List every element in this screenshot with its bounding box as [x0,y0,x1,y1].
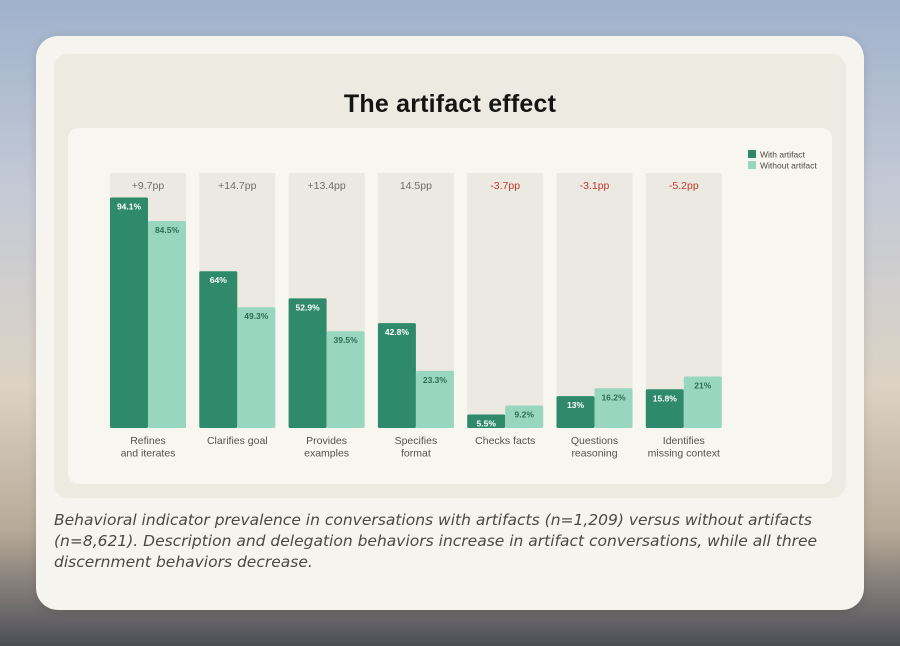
category-label: Questions [571,435,618,447]
category-label: Identifies [663,435,705,447]
bar-without-artifact [237,307,276,428]
bar-with-artifact [377,323,416,428]
category-label: format [401,448,431,460]
category-label: missing context [648,448,720,460]
data-label: 16.2% [601,392,626,402]
difference-label: +14.7pp [218,180,256,192]
data-label: 23.3% [423,375,448,385]
difference-label: +9.7pp [132,180,165,192]
data-label: 21% [694,381,711,391]
figure-card: The artifact effect +9.7pp 94.1% 84.5% Refi… [36,36,864,610]
category-label: reasoning [571,448,617,460]
data-label: 49.3% [244,311,269,321]
data-label: 5.5% [477,419,497,429]
data-label: 9.2% [515,409,535,419]
category-label: Clarifies goal [207,435,268,447]
legend-label: With artifact [760,150,806,160]
data-label: 42.8% [385,327,410,337]
category-label: and iterates [121,448,176,460]
category-label: Checks facts [475,435,535,447]
category-label: Provides [306,435,347,447]
bar-without-artifact [326,331,365,428]
difference-label: -5.2pp [669,180,699,192]
legend-swatch-without-artifact [748,161,756,169]
data-label: 13% [567,400,584,410]
bar-with-artifact [110,197,148,428]
category-column-bg [467,173,544,428]
bar-without-artifact [505,405,544,428]
data-label: 94.1% [117,201,142,211]
category-label: Specifies [395,435,438,447]
legend-swatch-with-artifact [748,150,756,158]
figure-caption: Behavioral indicator prevalence in conve… [54,511,818,571]
plot-area: +9.7pp 94.1% 84.5% Refines and iterates +14.7… [68,128,832,484]
difference-label: +13.4pp [307,180,345,192]
difference-label: -3.1pp [580,180,610,192]
difference-label: 14.5pp [400,180,432,192]
bar-with-artifact [645,389,684,428]
bar-with-artifact [288,298,327,428]
data-label: 52.9% [296,302,321,312]
difference-label: -3.7pp [490,180,520,192]
chart-title: The artifact effect [343,90,557,118]
bar-without-artifact [683,376,722,428]
category-label: examples [304,448,349,460]
bar-without-artifact [415,370,454,428]
bar-with-artifact [467,414,506,428]
data-label: 15.8% [653,393,678,403]
bar-with-artifact [556,396,595,428]
category-label: Refines [130,435,166,447]
category-column-bg [556,173,633,428]
legend-label: Without artifact [760,161,817,171]
bar-with-artifact [199,271,238,428]
chart-panel: The artifact effect +9.7pp 94.1% 84.5% Refi… [54,54,846,498]
data-label: 39.5% [334,335,359,345]
data-label: 64% [210,275,227,285]
bar-without-artifact [148,220,186,428]
data-label: 84.5% [155,225,180,235]
bar-without-artifact [594,388,633,428]
